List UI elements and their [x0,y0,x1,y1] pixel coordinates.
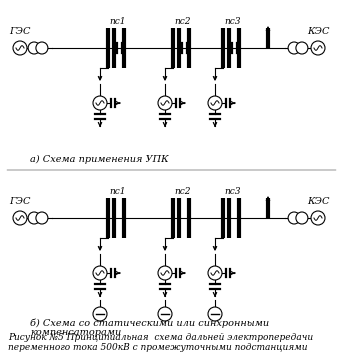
Circle shape [288,212,300,224]
Circle shape [28,42,40,54]
Circle shape [208,266,222,280]
Circle shape [13,211,27,225]
Text: а) Схема применения УПК: а) Схема применения УПК [30,155,169,164]
Text: пс1: пс1 [110,187,126,196]
Circle shape [158,307,172,321]
Circle shape [93,266,107,280]
Text: ГЭС: ГЭС [9,197,31,206]
Circle shape [28,212,40,224]
Circle shape [36,212,48,224]
Text: компенсаторами: компенсаторами [30,328,121,337]
Circle shape [208,96,222,110]
Text: Рисунок №5 Принципиальная  схема дальней электропередачи: Рисунок №5 Принципиальная схема дальней … [8,333,313,342]
Text: б) Схема со статическими или синхронными: б) Схема со статическими или синхронными [30,318,269,328]
Text: переменного тока 500кВ с промежуточными подстанциями: переменного тока 500кВ с промежуточными … [8,343,308,352]
Text: пс2: пс2 [175,17,191,26]
Circle shape [311,41,325,55]
Circle shape [93,307,107,321]
Circle shape [296,212,308,224]
Text: КЭС: КЭС [307,27,329,36]
Circle shape [93,96,107,110]
Text: пс3: пс3 [225,17,241,26]
Text: пс3: пс3 [225,187,241,196]
Circle shape [208,307,222,321]
Circle shape [296,42,308,54]
Circle shape [288,42,300,54]
Text: КЭС: КЭС [307,197,329,206]
Circle shape [36,42,48,54]
Circle shape [158,96,172,110]
Circle shape [158,266,172,280]
Circle shape [311,211,325,225]
Text: пс1: пс1 [110,17,126,26]
Circle shape [13,41,27,55]
Text: ГЭС: ГЭС [9,27,31,36]
Text: пс2: пс2 [175,187,191,196]
